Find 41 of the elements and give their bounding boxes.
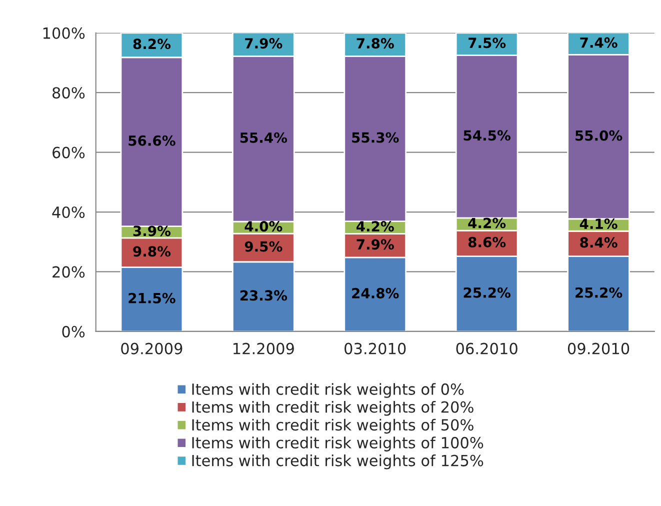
- data-label: 3.9%: [133, 226, 171, 236]
- data-label: 8.2%: [133, 38, 171, 50]
- legend-label: Items with credit risk weights of 50%: [192, 418, 474, 434]
- data-label: 25.2%: [464, 287, 510, 298]
- data-label: 7.8%: [356, 38, 394, 49]
- data-label: 4.0%: [244, 221, 282, 232]
- data-label: 56.6%: [128, 135, 176, 146]
- data-label: 9.8%: [133, 246, 171, 257]
- data-label: 55.3%: [352, 132, 399, 143]
- data-label: 9.5%: [244, 241, 282, 252]
- data-label: 54.5%: [464, 130, 510, 141]
- data-label: 55.0%: [576, 130, 622, 141]
- y-tick-label: 20%: [52, 266, 85, 278]
- data-label: 23.3%: [240, 290, 288, 301]
- data-label: 24.8%: [352, 288, 399, 298]
- y-tick-label: 60%: [52, 146, 85, 158]
- data-label: 4.2%: [356, 221, 394, 232]
- data-label: 4.1%: [580, 218, 618, 230]
- x-tick-label: 09.2010: [568, 342, 630, 354]
- data-label: 7.5%: [468, 38, 506, 48]
- data-label: 7.9%: [245, 38, 282, 49]
- data-label: 8.6%: [468, 236, 506, 248]
- data-label: 7.9%: [356, 239, 394, 250]
- y-tick-label: 80%: [52, 87, 85, 99]
- data-label: 8.4%: [580, 237, 618, 248]
- data-label: 7.4%: [580, 37, 618, 48]
- y-tick-label: 100%: [43, 27, 85, 39]
- legend-label: Items with credit risk weights of 0%: [192, 383, 464, 398]
- x-tick-label: 12.2009: [233, 342, 294, 354]
- x-tick-label: 06.2010: [456, 342, 518, 354]
- x-tick-label: 09.2009: [121, 342, 182, 354]
- data-label: 55.4%: [240, 132, 288, 143]
- legend-label: Items with credit risk weights of 100%: [192, 436, 484, 452]
- x-tick-label: 03.2010: [344, 342, 406, 354]
- legend-label: Items with credit risk weights of 125%: [192, 454, 484, 470]
- data-label: 4.2%: [468, 218, 506, 228]
- y-tick-label: 40%: [52, 206, 85, 218]
- data-label: 21.5%: [128, 292, 176, 304]
- legend-label: Items with credit risk weights of 20%: [192, 400, 474, 416]
- data-label: 25.2%: [576, 287, 622, 298]
- y-tick-label: 0%: [62, 326, 85, 338]
